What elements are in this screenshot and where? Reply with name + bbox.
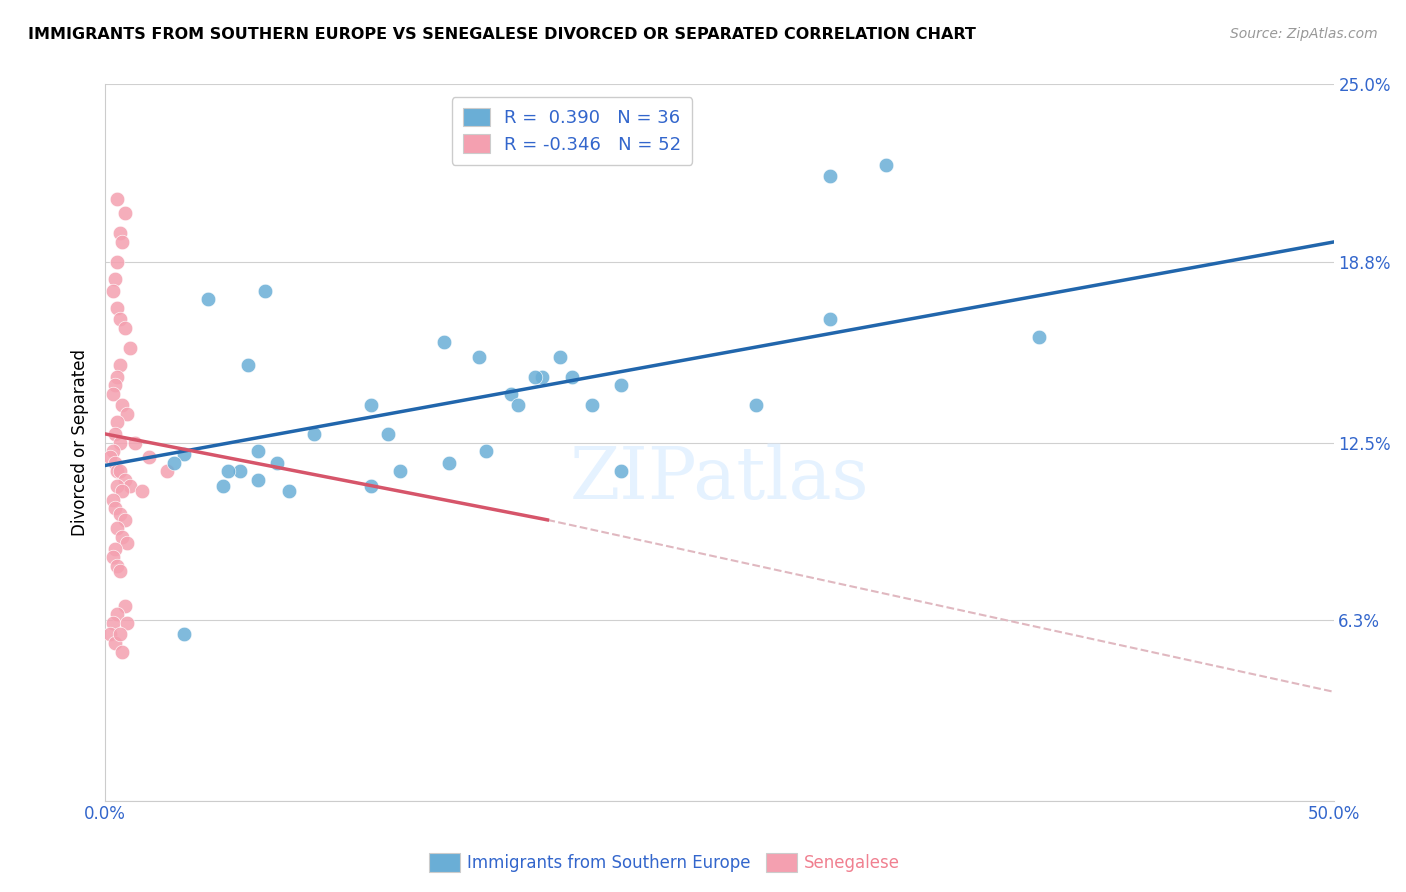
Point xyxy=(101,444,124,458)
Point xyxy=(610,464,633,478)
Point xyxy=(117,536,139,550)
Point xyxy=(875,158,897,172)
Point xyxy=(98,627,121,641)
Point xyxy=(302,426,325,441)
Legend: R =  0.390   N = 36, R = -0.346   N = 52: R = 0.390 N = 36, R = -0.346 N = 52 xyxy=(451,97,692,165)
Point xyxy=(433,335,456,350)
Point xyxy=(377,426,399,441)
Point xyxy=(524,369,547,384)
Point xyxy=(253,284,276,298)
Point xyxy=(229,464,252,478)
Point xyxy=(111,235,134,249)
Point xyxy=(107,369,129,384)
Point xyxy=(499,387,522,401)
Point xyxy=(101,284,124,298)
Point xyxy=(107,416,129,430)
Point xyxy=(117,615,139,630)
Point xyxy=(610,378,633,392)
Point xyxy=(104,541,127,556)
Point xyxy=(107,521,129,535)
Point xyxy=(266,456,288,470)
Point xyxy=(111,484,134,499)
Point xyxy=(388,464,411,478)
Point xyxy=(217,464,239,478)
Point xyxy=(437,456,460,470)
Point xyxy=(173,627,195,641)
Point xyxy=(104,378,127,392)
Point xyxy=(108,507,131,521)
Point xyxy=(114,321,136,335)
Point xyxy=(236,358,259,372)
Point xyxy=(114,513,136,527)
Point xyxy=(108,227,131,241)
Point xyxy=(101,550,124,565)
Text: Immigrants from Southern Europe: Immigrants from Southern Europe xyxy=(467,854,751,871)
Point xyxy=(101,615,124,630)
Point xyxy=(111,645,134,659)
Y-axis label: Divorced or Separated: Divorced or Separated xyxy=(72,349,89,536)
Point xyxy=(111,530,134,544)
Point xyxy=(163,456,186,470)
Point xyxy=(107,255,129,269)
Point xyxy=(104,501,127,516)
Point xyxy=(360,478,382,492)
Text: ZIPatlas: ZIPatlas xyxy=(569,443,869,514)
Point xyxy=(104,636,127,650)
Point xyxy=(101,492,124,507)
Point xyxy=(246,444,269,458)
Point xyxy=(107,301,129,315)
Point xyxy=(745,398,768,412)
Point xyxy=(104,426,127,441)
Point xyxy=(108,464,131,478)
Point xyxy=(107,558,129,573)
Point xyxy=(107,192,129,206)
Point xyxy=(111,398,134,412)
Point xyxy=(114,206,136,220)
Point xyxy=(107,607,129,622)
Point xyxy=(360,398,382,412)
Point xyxy=(467,350,489,364)
Point xyxy=(131,484,153,499)
Point xyxy=(173,447,195,461)
Point xyxy=(156,464,179,478)
Point xyxy=(108,358,131,372)
Point xyxy=(278,484,301,499)
Point xyxy=(107,464,129,478)
Point xyxy=(246,473,269,487)
Point xyxy=(531,369,554,384)
Point xyxy=(506,398,529,412)
Point xyxy=(581,398,603,412)
Point xyxy=(548,350,571,364)
Point xyxy=(197,293,219,307)
Point xyxy=(124,435,146,450)
Point xyxy=(108,627,131,641)
Point xyxy=(818,169,841,183)
Point xyxy=(138,450,160,464)
Point xyxy=(818,312,841,326)
Point xyxy=(475,444,498,458)
Text: IMMIGRANTS FROM SOUTHERN EUROPE VS SENEGALESE DIVORCED OR SEPARATED CORRELATION : IMMIGRANTS FROM SOUTHERN EUROPE VS SENEG… xyxy=(28,27,976,42)
Point xyxy=(118,341,141,355)
Point xyxy=(108,312,131,326)
Point xyxy=(117,407,139,421)
Point xyxy=(98,450,121,464)
Point xyxy=(1028,329,1050,343)
Point xyxy=(212,478,235,492)
Point xyxy=(101,387,124,401)
Text: Source: ZipAtlas.com: Source: ZipAtlas.com xyxy=(1230,27,1378,41)
Point xyxy=(114,473,136,487)
Point xyxy=(104,272,127,286)
Text: Senegalese: Senegalese xyxy=(804,854,900,871)
Point xyxy=(108,435,131,450)
Point xyxy=(108,565,131,579)
Point xyxy=(114,599,136,613)
Point xyxy=(561,369,583,384)
Point xyxy=(107,478,129,492)
Point xyxy=(104,456,127,470)
Point xyxy=(118,478,141,492)
